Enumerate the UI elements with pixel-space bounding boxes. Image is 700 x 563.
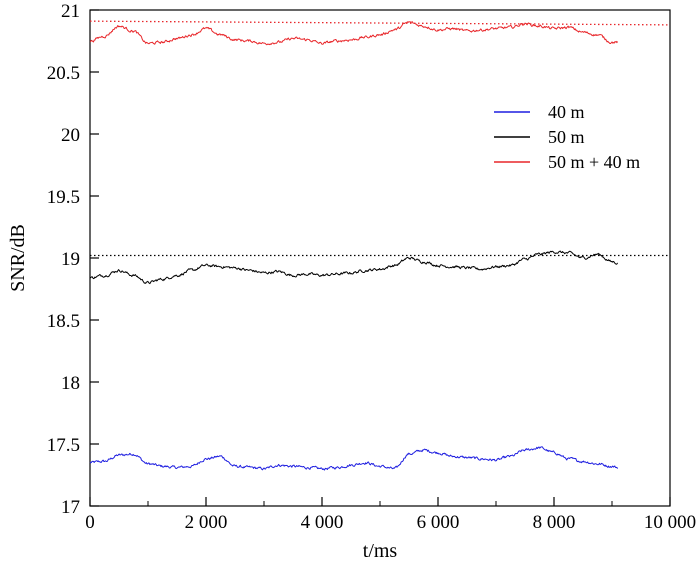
reference-lines bbox=[89, 20, 671, 257]
x-axis-label: t/ms bbox=[363, 540, 398, 562]
y-tick-label: 20.5 bbox=[47, 63, 80, 84]
x-tick-label: 8 000 bbox=[533, 512, 576, 533]
series-lines bbox=[89, 21, 619, 471]
series-line bbox=[89, 21, 619, 46]
y-tick-label: 20 bbox=[61, 125, 80, 146]
y-tick-label: 21 bbox=[61, 1, 80, 22]
y-tick-label: 18 bbox=[61, 373, 80, 394]
x-tick-label: 0 bbox=[85, 512, 95, 533]
y-axis-label: SNR/dB bbox=[7, 224, 29, 292]
legend-label: 50 m bbox=[548, 127, 585, 147]
x-axis-ticks: 0 2 000 4 000 6 000 8 000 10 000 bbox=[85, 497, 696, 533]
reference-line bbox=[89, 20, 671, 26]
legend: 40 m 50 m 50 m + 40 m bbox=[494, 102, 640, 172]
x-tick-label: 6 000 bbox=[417, 512, 460, 533]
y-tick-label: 19.5 bbox=[47, 187, 80, 208]
plot-frame bbox=[89, 9, 671, 507]
y-tick-label: 19 bbox=[61, 249, 80, 270]
x-tick-label: 2 000 bbox=[185, 512, 228, 533]
x-tick-label: 4 000 bbox=[301, 512, 344, 533]
y-axis-ticks: 17 17.5 18 18.5 19 19.5 20 20.5 21 bbox=[47, 1, 99, 518]
y-tick-label: 17 bbox=[61, 497, 80, 518]
series-line bbox=[89, 446, 618, 471]
legend-label: 40 m bbox=[548, 102, 585, 122]
legend-label: 50 m + 40 m bbox=[548, 152, 640, 172]
y-tick-label: 17.5 bbox=[47, 435, 80, 456]
x-tick-label: 10 000 bbox=[644, 512, 696, 533]
series-line bbox=[89, 250, 619, 285]
plot-border bbox=[89, 9, 671, 507]
y-tick-label: 18.5 bbox=[47, 311, 80, 332]
